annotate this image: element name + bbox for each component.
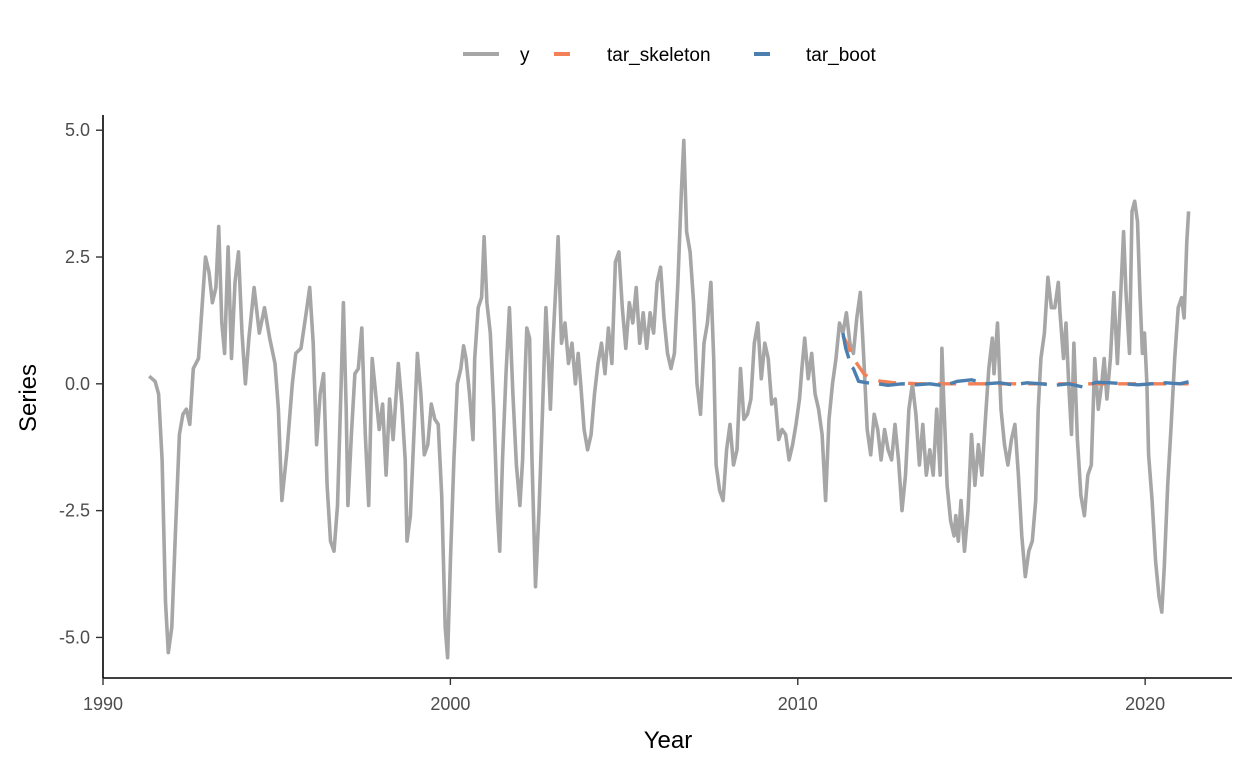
x-ticks: 1990 2000 2010 2020 — [83, 678, 1165, 714]
x-tick-label: 1990 — [83, 694, 123, 714]
legend-label-tar-skeleton: tar_skeleton — [607, 45, 711, 66]
y-tick-label: 2.5 — [65, 247, 90, 267]
x-tick-label: 2020 — [1125, 694, 1165, 714]
legend-label-tar-boot: tar_boot — [806, 45, 876, 66]
y-tick-label: 5.0 — [65, 120, 90, 140]
x-axis-title: Year — [644, 727, 693, 754]
legend: y tar_skeleton tar_boot — [463, 45, 876, 66]
series-line-tar-boot — [841, 332, 1189, 389]
plot-series — [148, 138, 1191, 660]
series-line-tar-skeleton — [841, 334, 1189, 386]
legend-label-y: y — [520, 45, 530, 66]
x-tick-label: 2010 — [778, 694, 818, 714]
y-tick-label: -2.5 — [59, 501, 90, 521]
axes — [102, 115, 1232, 679]
y-ticks: -5.0 -2.5 0.0 2.5 5.0 — [59, 120, 103, 647]
y-axis-title: Series — [15, 364, 42, 432]
series-line-y — [148, 138, 1191, 660]
y-tick-label: 0.0 — [65, 374, 90, 394]
x-tick-label: 2000 — [430, 694, 470, 714]
y-tick-label: -5.0 — [59, 627, 90, 647]
